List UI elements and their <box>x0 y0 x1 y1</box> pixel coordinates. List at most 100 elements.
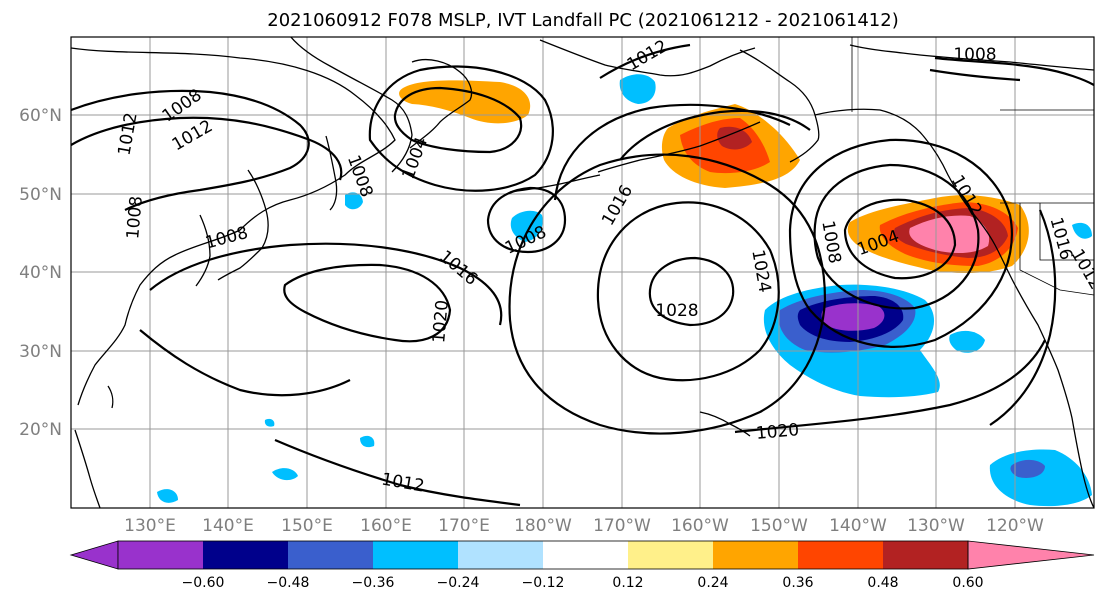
lon-label: 160°E <box>360 516 412 536</box>
lon-label: 180°W <box>514 516 572 536</box>
colorbar-extend-high <box>967 540 1095 570</box>
shade-bc-pink <box>909 215 990 254</box>
colorbar-tick-label: −0.36 <box>352 575 395 591</box>
shade-small-blue-1 <box>272 468 298 481</box>
isobar-1012-west <box>71 116 343 181</box>
isobar-1008-bc-low <box>813 163 980 310</box>
coast-okhotsk <box>290 37 413 173</box>
coastlines <box>71 37 1094 508</box>
coast-taiwan <box>107 385 114 409</box>
colorbar-tick-label: −0.24 <box>437 575 480 591</box>
coast-alaska-gulf <box>814 108 1094 508</box>
border-usa-states-1 <box>1019 203 1094 296</box>
border-usa-states-2 <box>1039 203 1094 261</box>
lat-label: 20°N <box>19 420 62 440</box>
latitude-labels: 60°N 50°N 40°N 30°N 20°N <box>19 106 62 440</box>
shade-small-blue-3 <box>360 435 375 448</box>
colorbar-bin-blue <box>288 541 373 569</box>
isobar-label: 1020 <box>429 299 453 344</box>
isobar-1020-west <box>283 263 452 343</box>
shade-hawaii-blue <box>949 330 985 353</box>
shade-small-blue-5 <box>1072 222 1092 239</box>
colorbar-bin-yellow <box>628 541 713 569</box>
coast-korea <box>195 214 211 287</box>
shade-okhotsk-orange <box>399 80 531 124</box>
isobar-1016-subtropical <box>139 329 351 397</box>
isobar-1008-central-low <box>486 186 567 254</box>
colorbar-tick-label: −0.48 <box>267 575 310 591</box>
shade-kamchatka-blue <box>619 74 656 104</box>
isobar-1012-bc-low <box>788 138 1013 348</box>
shade-bering-darkred <box>717 126 752 150</box>
lon-label: 150°W <box>750 516 808 536</box>
colorbar-tick-label: 0.24 <box>697 575 728 591</box>
colorbar-bin-navy <box>203 541 288 569</box>
mslp-contours <box>71 43 1094 507</box>
lon-label: 140°E <box>202 516 254 536</box>
colorbar-tick-label: 0.12 <box>612 575 643 591</box>
isobar-1008-ne <box>929 68 1021 82</box>
map-panel: 1008 1012 1012 1004 1008 1008 1008 1008 … <box>71 37 1094 508</box>
shade-mexico-blue-mid <box>1010 459 1045 478</box>
coast-asia-mainland <box>71 47 396 406</box>
coast-aleutians <box>509 174 601 193</box>
colorbar-bin-lightblue <box>458 541 543 569</box>
colorbar-extend-low <box>69 540 119 570</box>
isobar-1016-west <box>149 242 503 326</box>
political-borders <box>851 37 1094 296</box>
isobar-1020-south <box>734 339 1046 434</box>
colorbar-bin-white <box>543 541 628 569</box>
isobar-1020-high <box>508 153 827 435</box>
isobar-1028-high <box>648 256 735 327</box>
colorbar-tick-label: −0.60 <box>182 575 225 591</box>
lon-label: 130°W <box>907 516 965 536</box>
coast-alaska-north <box>849 44 1094 71</box>
isobar-1012-south <box>274 438 521 507</box>
colorbar-outline <box>117 540 969 570</box>
lat-label: 50°N <box>19 185 62 205</box>
isobar-1016-east <box>989 209 1057 426</box>
colorbar-tick-labels: −0.60 −0.48 −0.36 −0.24 −0.12 0.12 0.24 … <box>182 575 984 591</box>
lon-label: 140°W <box>829 516 887 536</box>
isobar-1004-bc-low <box>843 198 957 280</box>
coast-alaska-peninsula <box>597 121 761 173</box>
isobar-1024-high <box>596 201 780 382</box>
colorbar-tick-label: −0.12 <box>522 575 565 591</box>
lat-label: 40°N <box>19 263 62 283</box>
isobar-1012-ne <box>934 56 1094 86</box>
colorbar-tick-label: 0.48 <box>867 575 898 591</box>
isobar-label: 1028 <box>655 301 698 321</box>
isobar-1012-kamchatka <box>599 43 691 79</box>
longitude-labels: 130°E 140°E 150°E 160°E 170°E 180°W 170°… <box>124 516 1044 536</box>
isobar-label: 1020 <box>755 420 800 444</box>
colorbar-tick-label: 0.36 <box>782 575 813 591</box>
isobar-1008-okhotsk <box>368 65 554 192</box>
colorbar-bin-deepskyblue <box>373 541 458 569</box>
colorbar-tick-label: 0.60 <box>952 575 983 591</box>
shade-japan-blue <box>345 192 363 210</box>
lon-label: 130°E <box>124 516 176 536</box>
colorbar-bin-firebrick <box>883 541 968 569</box>
isobar-label: 1008 <box>953 45 996 65</box>
lat-label: 30°N <box>19 342 62 362</box>
coast-sakhalin <box>325 135 338 211</box>
positive-ivt-shading <box>399 80 1029 274</box>
colorbar-bin-purple <box>118 541 203 569</box>
shade-small-blue-2 <box>157 489 178 503</box>
isobar-1004-okhotsk <box>393 86 523 154</box>
shade-small-blue-4 <box>264 418 275 427</box>
lat-label: 60°N <box>19 106 62 126</box>
coast-kamchatka <box>409 58 473 149</box>
lon-label: 120°W <box>986 516 1044 536</box>
lon-label: 170°W <box>593 516 651 536</box>
lon-label: 160°W <box>671 516 729 536</box>
map-frame <box>70 36 1095 509</box>
colorbar-bin-orangered <box>798 541 883 569</box>
graticule <box>71 37 1094 508</box>
figure-title: 2021060912 F078 MSLP, IVT Landfall PC (2… <box>267 10 898 31</box>
lon-label: 150°E <box>281 516 333 536</box>
coast-philippines <box>74 429 101 508</box>
isobar-1012-high-outer <box>619 109 811 161</box>
isobar-label: 1008 <box>123 195 147 240</box>
